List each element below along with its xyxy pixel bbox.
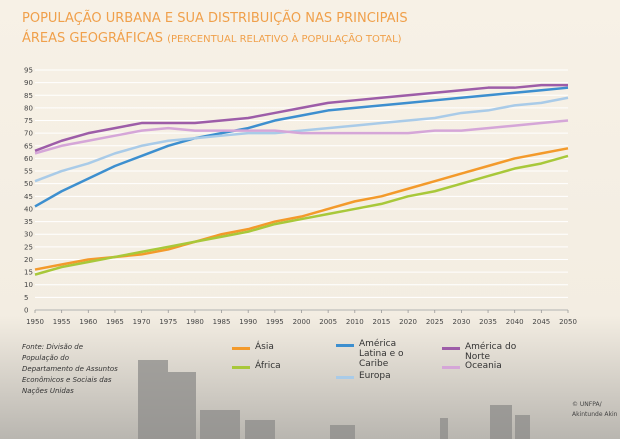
y-tick-label: 10 xyxy=(24,281,33,289)
legend-item: América Latina e o Caribe xyxy=(336,339,418,369)
source: Fonte: Divisão de População do Departame… xyxy=(22,343,118,395)
legend-item: África xyxy=(232,361,327,371)
y-tick-label: 40 xyxy=(24,205,33,213)
y-tick-label: 90 xyxy=(24,79,33,87)
y-tick-label: 0 xyxy=(24,307,28,315)
y-tick-label: 55 xyxy=(24,168,33,176)
x-tick-label: 2050 xyxy=(559,318,577,326)
legend-label: Oceania xyxy=(465,361,502,371)
x-tick-label: 1975 xyxy=(159,318,177,326)
subtitle: (PERCENTUAL RELATIVO À POPULAÇÃO TOTAL) xyxy=(167,32,402,45)
x-tick-label: 1995 xyxy=(266,318,284,326)
x-tick-label: 2010 xyxy=(346,318,364,326)
x-tick-label: 2025 xyxy=(426,318,444,326)
series-line xyxy=(34,83,568,153)
legend-label: América do Norte xyxy=(465,342,517,362)
legend-swatch xyxy=(442,366,460,369)
x-tick-label: 1950 xyxy=(26,318,44,326)
x-tick-label: 1960 xyxy=(79,318,97,326)
x-tick-label: 2020 xyxy=(399,318,417,326)
y-tick-label: 35 xyxy=(24,218,33,226)
y-tick-label: 65 xyxy=(24,142,33,150)
y-tick-label: 30 xyxy=(24,231,33,239)
y-tick-label: 60 xyxy=(24,155,33,163)
legend-item: América do Norte xyxy=(442,342,537,362)
x-tick-label: 1970 xyxy=(133,318,151,326)
y-tick-label: 85 xyxy=(24,92,33,100)
legend-label: América Latina e o Caribe xyxy=(359,339,404,369)
series-line xyxy=(34,154,569,276)
x-tick-label: 2005 xyxy=(319,318,337,326)
y-tick-label: 70 xyxy=(24,130,33,138)
legend-swatch xyxy=(336,376,354,379)
legend-item: Ásia xyxy=(232,342,327,352)
skyline xyxy=(138,360,530,439)
x-tick-label: 1990 xyxy=(239,318,257,326)
x-tick-label: 1955 xyxy=(53,318,71,326)
y-tick-label: 15 xyxy=(24,269,33,277)
legend-swatch xyxy=(232,366,250,369)
plot: 0510152025303540455055606570758085909519… xyxy=(24,67,577,327)
x-tick-label: 2045 xyxy=(532,318,550,326)
legend-swatch xyxy=(232,347,250,350)
x-tick-label: 1985 xyxy=(213,318,231,326)
y-tick-label: 5 xyxy=(24,294,28,302)
legend-label: Europa xyxy=(359,371,391,381)
series-line xyxy=(34,119,569,155)
x-tick-label: 1965 xyxy=(106,318,124,326)
legend-label: Ásia xyxy=(255,342,274,352)
legend-item: Oceania xyxy=(442,361,537,371)
y-tick-label: 75 xyxy=(24,117,33,125)
x-tick-label: 2015 xyxy=(373,318,391,326)
x-tick-label: 1980 xyxy=(186,318,204,326)
legend-swatch xyxy=(442,347,460,350)
y-tick-label: 80 xyxy=(24,104,33,112)
x-tick-label: 2030 xyxy=(452,318,470,326)
title: ÁREAS GEOGRÁFICAS (PERCENTUAL RELATIVO À… xyxy=(22,30,402,46)
y-tick-label: 50 xyxy=(24,180,33,188)
y-tick-label: 20 xyxy=(24,256,33,264)
legend-item: Europa xyxy=(336,371,431,381)
title: ÁREAS GEOGRÁFICAS xyxy=(22,30,163,46)
credit: Akintunde Akin xyxy=(572,411,618,418)
series-line xyxy=(34,96,569,183)
y-tick-label: 45 xyxy=(24,193,33,201)
legend-label: África xyxy=(255,361,281,371)
x-tick-label: 2040 xyxy=(506,318,524,326)
x-tick-label: 2000 xyxy=(293,318,311,326)
y-tick-label: 95 xyxy=(24,67,33,75)
credit: © UNFPA/ xyxy=(572,401,603,408)
legend-swatch xyxy=(336,344,354,347)
series-line xyxy=(34,86,569,208)
title: POPULAÇÃO URBANA E SUA DISTRIBUIÇÃO NAS … xyxy=(22,10,408,26)
y-tick-label: 25 xyxy=(24,243,33,251)
x-tick-label: 2035 xyxy=(479,318,497,326)
